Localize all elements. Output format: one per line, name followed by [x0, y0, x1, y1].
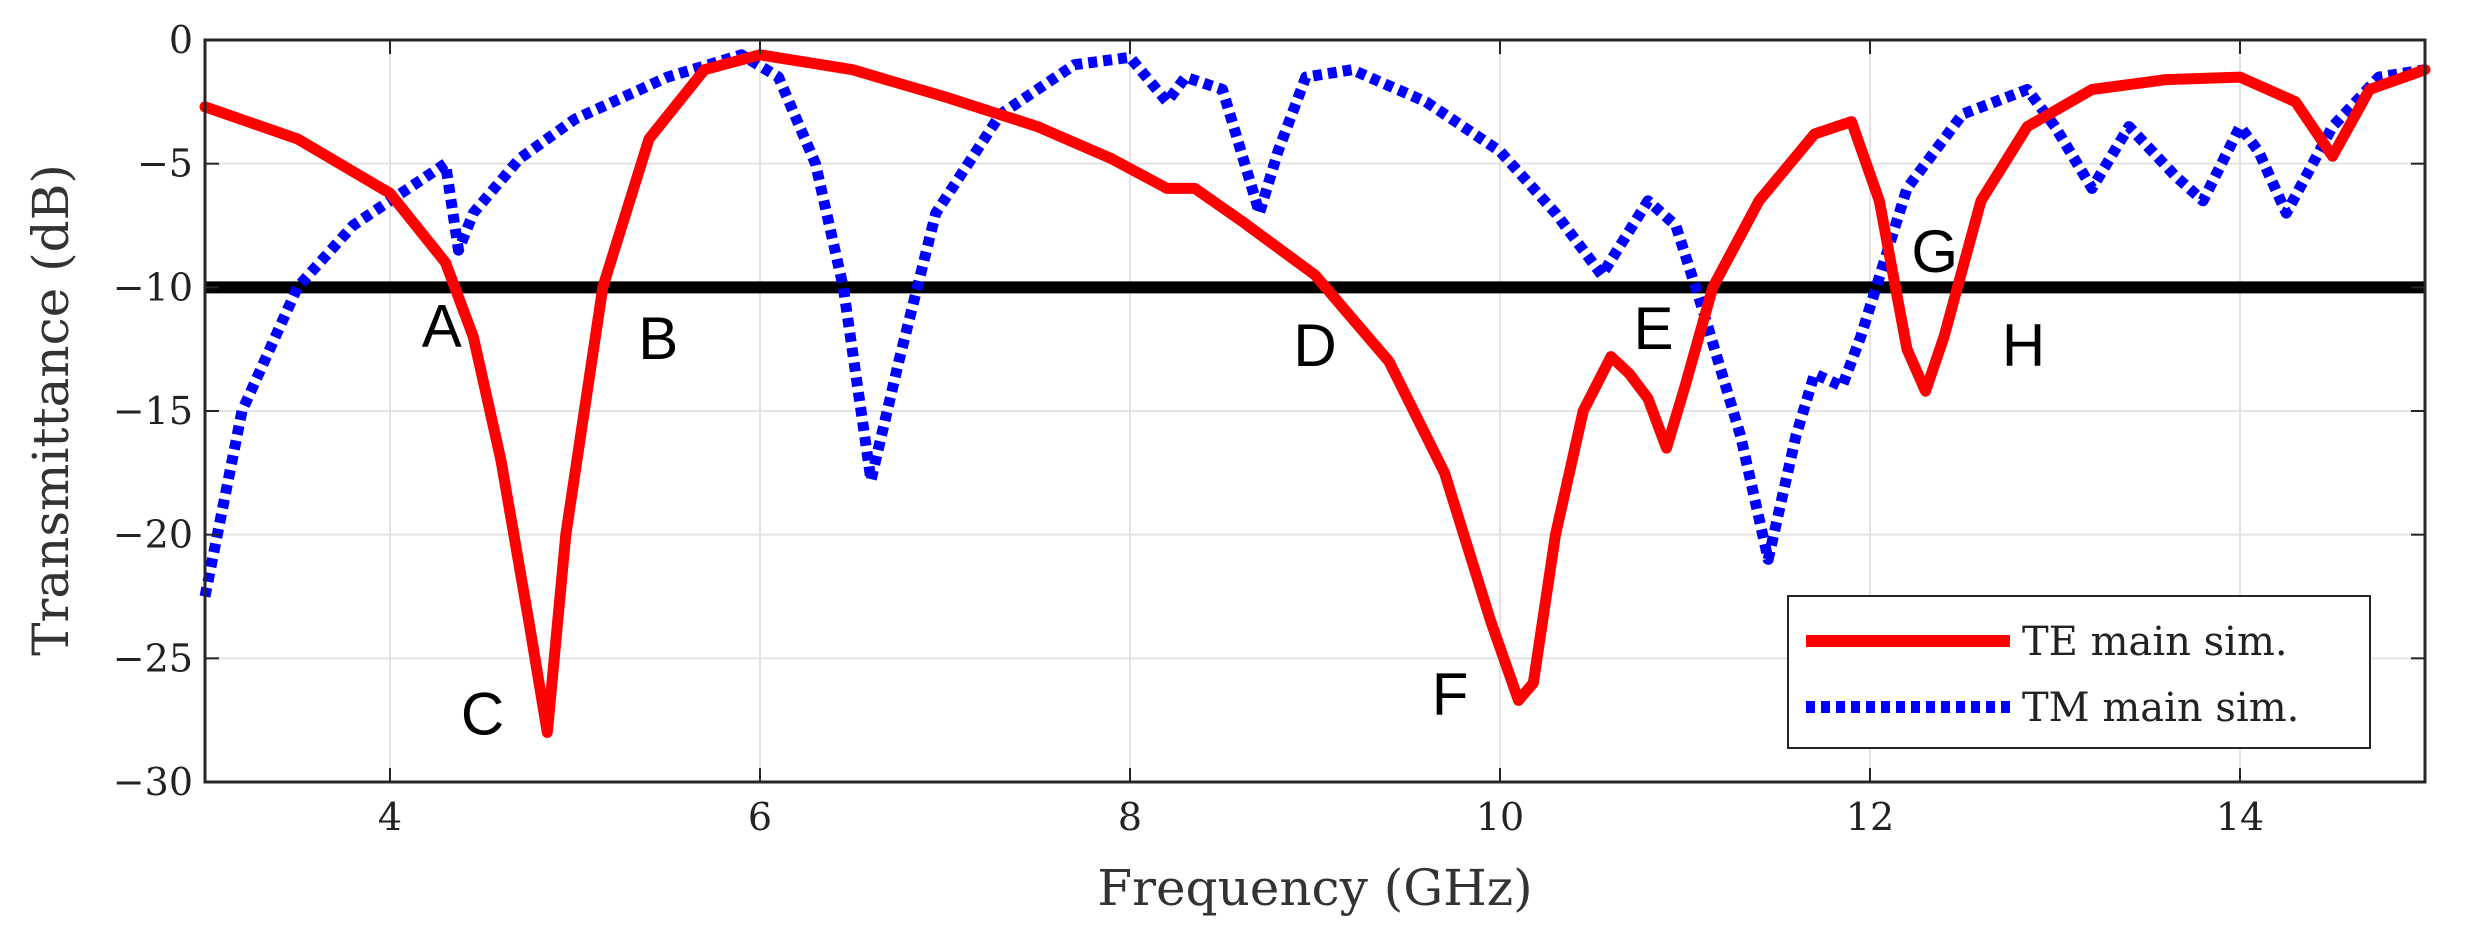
point-annotations: A B C D E F GH — [422, 218, 2045, 748]
legend: TE main sim. TM main sim. — [1787, 595, 2371, 749]
annotation-d: D — [1293, 312, 1336, 379]
x-tick-label: 6 — [748, 795, 772, 839]
y-tick-label: −10 — [113, 265, 193, 309]
annotation-f: F — [1432, 661, 1469, 728]
legend-box — [1787, 595, 2371, 749]
x-tick-label: 14 — [2216, 795, 2264, 839]
annotation-g: G — [1911, 218, 1958, 285]
tick-layer: 4 6 8 10 12 14 0 −5 −10 −15 −20 −25 −30 — [113, 18, 2425, 839]
series-layer — [199, 49, 2431, 738]
y-tick-label: −30 — [113, 760, 193, 804]
annotation-h: H — [2002, 312, 2045, 379]
y-tick-label: 0 — [169, 18, 193, 62]
legend-label-te: TE main sim. — [2022, 619, 2288, 665]
y-tick-label: −15 — [113, 389, 193, 433]
annotation-c: C — [461, 681, 504, 748]
annotation-e: E — [1634, 295, 1674, 362]
annotation-b: B — [638, 305, 678, 372]
tm-main-sim-line — [199, 49, 2426, 598]
x-tick-label: 4 — [378, 795, 402, 839]
annotation-a: A — [422, 292, 462, 359]
x-axis-label: Frequency (GHz) — [1097, 859, 1532, 917]
y-tick-label: −5 — [137, 142, 193, 186]
y-tick-label: −20 — [113, 513, 193, 557]
x-tick-label: 12 — [1846, 795, 1894, 839]
te-main-sim-line — [199, 49, 2431, 738]
x-tick-label: 8 — [1118, 795, 1142, 839]
legend-label-tm: TM main sim. — [2022, 685, 2299, 731]
x-tick-label: 10 — [1476, 795, 1524, 839]
y-axis-label: Transmittance (dB) — [22, 164, 80, 656]
y-tick-label: −25 — [113, 636, 193, 680]
